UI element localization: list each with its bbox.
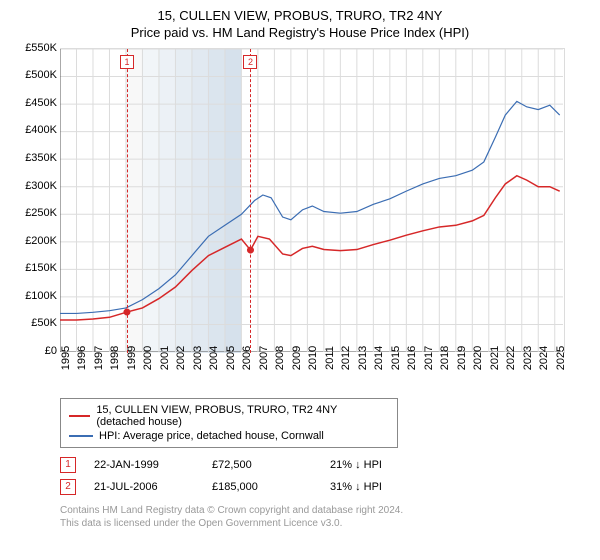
x-tick-label: 2011 xyxy=(324,346,336,370)
x-tick-label: 2010 xyxy=(307,346,319,370)
x-tick-label: 2019 xyxy=(456,346,468,370)
marker-date: 22-JAN-1999 xyxy=(94,459,194,471)
y-tick-label: £250K xyxy=(25,207,57,219)
x-tick-label: 2007 xyxy=(258,346,270,370)
x-tick-label: 1998 xyxy=(109,346,121,370)
marker-table: 1 22-JAN-1999 £72,500 21% ↓ HPI 2 21-JUL-2006… xyxy=(60,454,590,498)
y-tick-label: £100K xyxy=(25,290,57,302)
marker-row: 2 21-JUL-2006 £185,000 31% ↓ HPI xyxy=(60,476,590,498)
sale-marker-line xyxy=(127,49,128,353)
x-tick-label: 2017 xyxy=(423,346,435,370)
marker-delta: 21% ↓ HPI xyxy=(330,459,430,471)
plot-region: 12 xyxy=(60,48,565,353)
x-tick-label: 2016 xyxy=(406,346,418,370)
x-tick-label: 2012 xyxy=(340,346,352,370)
chart-title: 15, CULLEN VIEW, PROBUS, TRURO, TR2 4NY … xyxy=(10,8,590,42)
legend-swatch xyxy=(69,415,90,417)
x-tick-label: 2009 xyxy=(291,346,303,370)
y-tick-label: £400K xyxy=(25,124,57,136)
x-tick-label: 2021 xyxy=(489,346,501,370)
x-tick-label: 2018 xyxy=(439,346,451,370)
plot-svg xyxy=(60,49,563,352)
legend-row: 15, CULLEN VIEW, PROBUS, TRURO, TR2 4NY … xyxy=(69,403,389,429)
title-line2: Price paid vs. HM Land Registry's House … xyxy=(10,25,590,42)
x-tick-label: 2002 xyxy=(175,346,187,370)
y-tick-label: £350K xyxy=(25,152,57,164)
legend-row: HPI: Average price, detached house, Corn… xyxy=(69,429,389,443)
marker-number-box: 1 xyxy=(60,457,76,473)
y-tick-label: £450K xyxy=(25,97,57,109)
y-tick-label: £50K xyxy=(31,317,57,329)
footer-attribution: Contains HM Land Registry data © Crown c… xyxy=(60,504,590,530)
x-tick-label: 2005 xyxy=(225,346,237,370)
legend-swatch xyxy=(69,435,93,437)
x-tick-label: 1995 xyxy=(60,346,72,370)
marker-date: 21-JUL-2006 xyxy=(94,481,194,493)
series-line xyxy=(60,175,560,319)
sale-marker-label: 2 xyxy=(243,55,257,69)
x-tick-label: 1996 xyxy=(76,346,88,370)
x-tick-label: 1999 xyxy=(126,346,138,370)
footer-line1: Contains HM Land Registry data © Crown c… xyxy=(60,504,590,517)
x-tick-label: 2023 xyxy=(522,346,534,370)
x-tick-label: 2020 xyxy=(472,346,484,370)
y-tick-label: £300K xyxy=(25,180,57,192)
x-tick-label: 2015 xyxy=(390,346,402,370)
legend-box: 15, CULLEN VIEW, PROBUS, TRURO, TR2 4NY … xyxy=(60,398,398,448)
series-line xyxy=(60,101,560,313)
x-tick-label: 2013 xyxy=(357,346,369,370)
x-tick-label: 2000 xyxy=(142,346,154,370)
chart-area: 12 £0£50K£100K£150K£200K£250K£300K£350K£… xyxy=(18,46,570,396)
x-tick-label: 2014 xyxy=(373,346,385,370)
y-tick-label: £500K xyxy=(25,69,57,81)
marker-price: £72,500 xyxy=(212,459,312,471)
x-tick-label: 2004 xyxy=(208,346,220,370)
footer-line2: This data is licensed under the Open Gov… xyxy=(60,517,590,530)
x-tick-label: 2024 xyxy=(538,346,550,370)
y-tick-label: £200K xyxy=(25,235,57,247)
sale-marker-label: 1 xyxy=(120,55,134,69)
marker-row: 1 22-JAN-1999 £72,500 21% ↓ HPI xyxy=(60,454,590,476)
x-tick-label: 2008 xyxy=(274,346,286,370)
title-line1: 15, CULLEN VIEW, PROBUS, TRURO, TR2 4NY xyxy=(10,8,590,25)
legend-label: HPI: Average price, detached house, Corn… xyxy=(99,430,324,442)
x-tick-label: 2006 xyxy=(241,346,253,370)
marker-price: £185,000 xyxy=(212,481,312,493)
sale-marker-line xyxy=(250,49,251,353)
y-tick-label: £0 xyxy=(45,345,57,357)
x-tick-label: 1997 xyxy=(93,346,105,370)
x-tick-label: 2022 xyxy=(505,346,517,370)
x-tick-label: 2025 xyxy=(555,346,567,370)
x-tick-label: 2003 xyxy=(192,346,204,370)
legend-label: 15, CULLEN VIEW, PROBUS, TRURO, TR2 4NY … xyxy=(96,404,389,428)
chart-container: { "title_line1": "15, CULLEN VIEW, PROBU… xyxy=(0,0,600,560)
marker-delta: 31% ↓ HPI xyxy=(330,481,430,493)
x-tick-label: 2001 xyxy=(159,346,171,370)
y-tick-label: £550K xyxy=(25,42,57,54)
marker-number-box: 2 xyxy=(60,479,76,495)
y-tick-label: £150K xyxy=(25,262,57,274)
